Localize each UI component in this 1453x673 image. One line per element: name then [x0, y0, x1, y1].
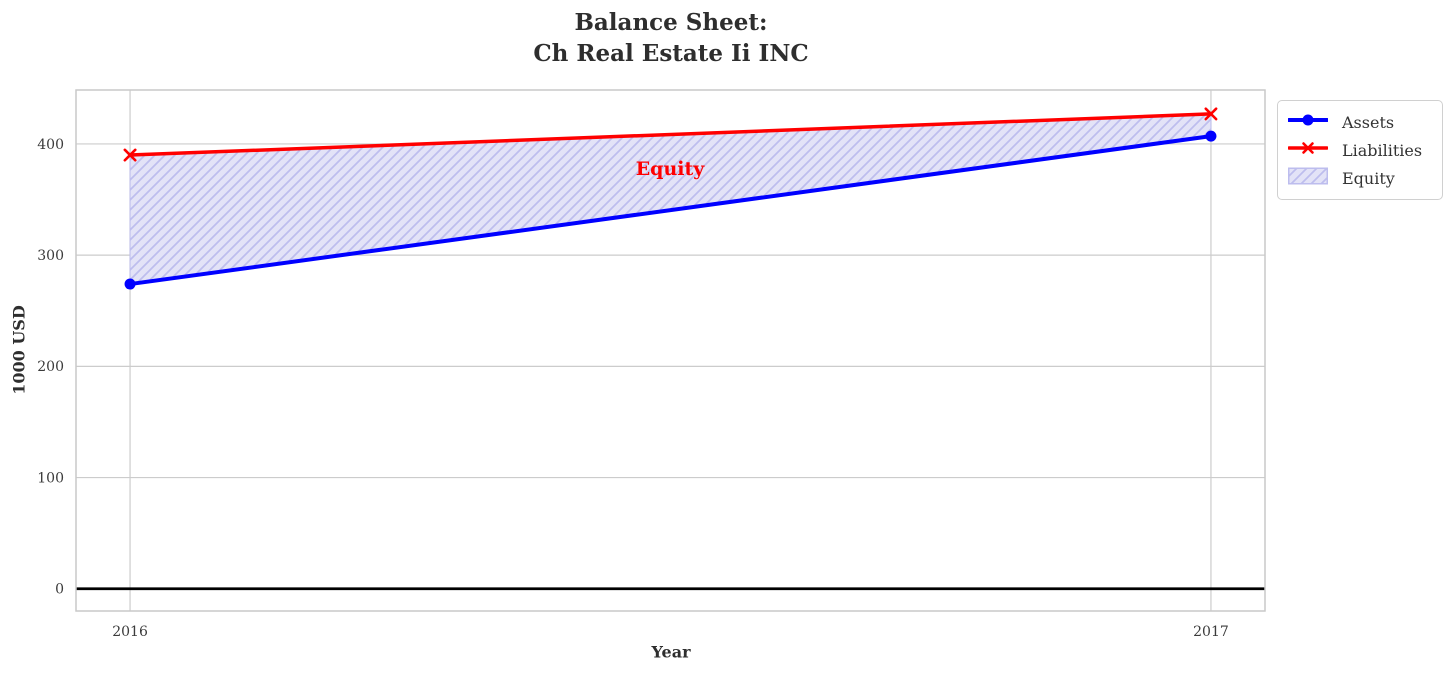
chart-title-line1: Balance Sheet:: [574, 9, 768, 36]
assets-marker: [1205, 130, 1217, 142]
y-tick-label: 200: [37, 359, 64, 375]
legend-item-assets: Assets: [1287, 108, 1432, 136]
legend-item-liabilities: Liabilities: [1287, 136, 1432, 164]
assets-line: [128, 134, 1213, 287]
plot-border: [75, 89, 1266, 612]
legend: Assets Liabilities Equity: [1277, 100, 1443, 200]
y-tick-label: 400: [37, 137, 64, 153]
legend-item-equity: Equity: [1288, 164, 1432, 192]
assets-marker: [124, 278, 136, 290]
y-tick-label: 300: [37, 248, 64, 264]
liabilities-marker: [123, 148, 137, 162]
x-tick-label: 2017: [1193, 624, 1229, 640]
y-axis-label: 1000 USD: [9, 305, 29, 395]
liabilities-line: [128, 112, 1213, 157]
legend-label: Equity: [1342, 168, 1395, 188]
liabilities-legend-glyph-icon: [1287, 142, 1329, 154]
legend-swatch: [1288, 167, 1328, 189]
x-tick-label: 2016: [112, 624, 148, 640]
legend-swatch: [1287, 111, 1329, 133]
legend-swatch: [1287, 139, 1329, 161]
liabilities-marker: [1204, 107, 1218, 121]
equity-area: [129, 113, 1212, 285]
legend-label: Liabilities: [1342, 140, 1423, 160]
chart-title: Balance Sheet: Ch Real Estate Ii INC: [533, 7, 808, 69]
legend-circle-marker: [1302, 114, 1314, 126]
equity-annotation: Equity: [635, 158, 705, 180]
y-tick-label: 100: [37, 470, 64, 486]
legend-hatch-patch: [1288, 167, 1328, 185]
legend-x-marker: [1302, 142, 1314, 154]
equity-legend-glyph-icon: [1288, 167, 1328, 185]
assets-legend-glyph-icon: [1287, 114, 1329, 126]
y-tick-label: 0: [55, 582, 64, 598]
x-axis-label: Year: [651, 642, 691, 662]
legend-label: Assets: [1342, 112, 1395, 132]
chart-title-line2: Ch Real Estate Ii INC: [533, 40, 809, 67]
